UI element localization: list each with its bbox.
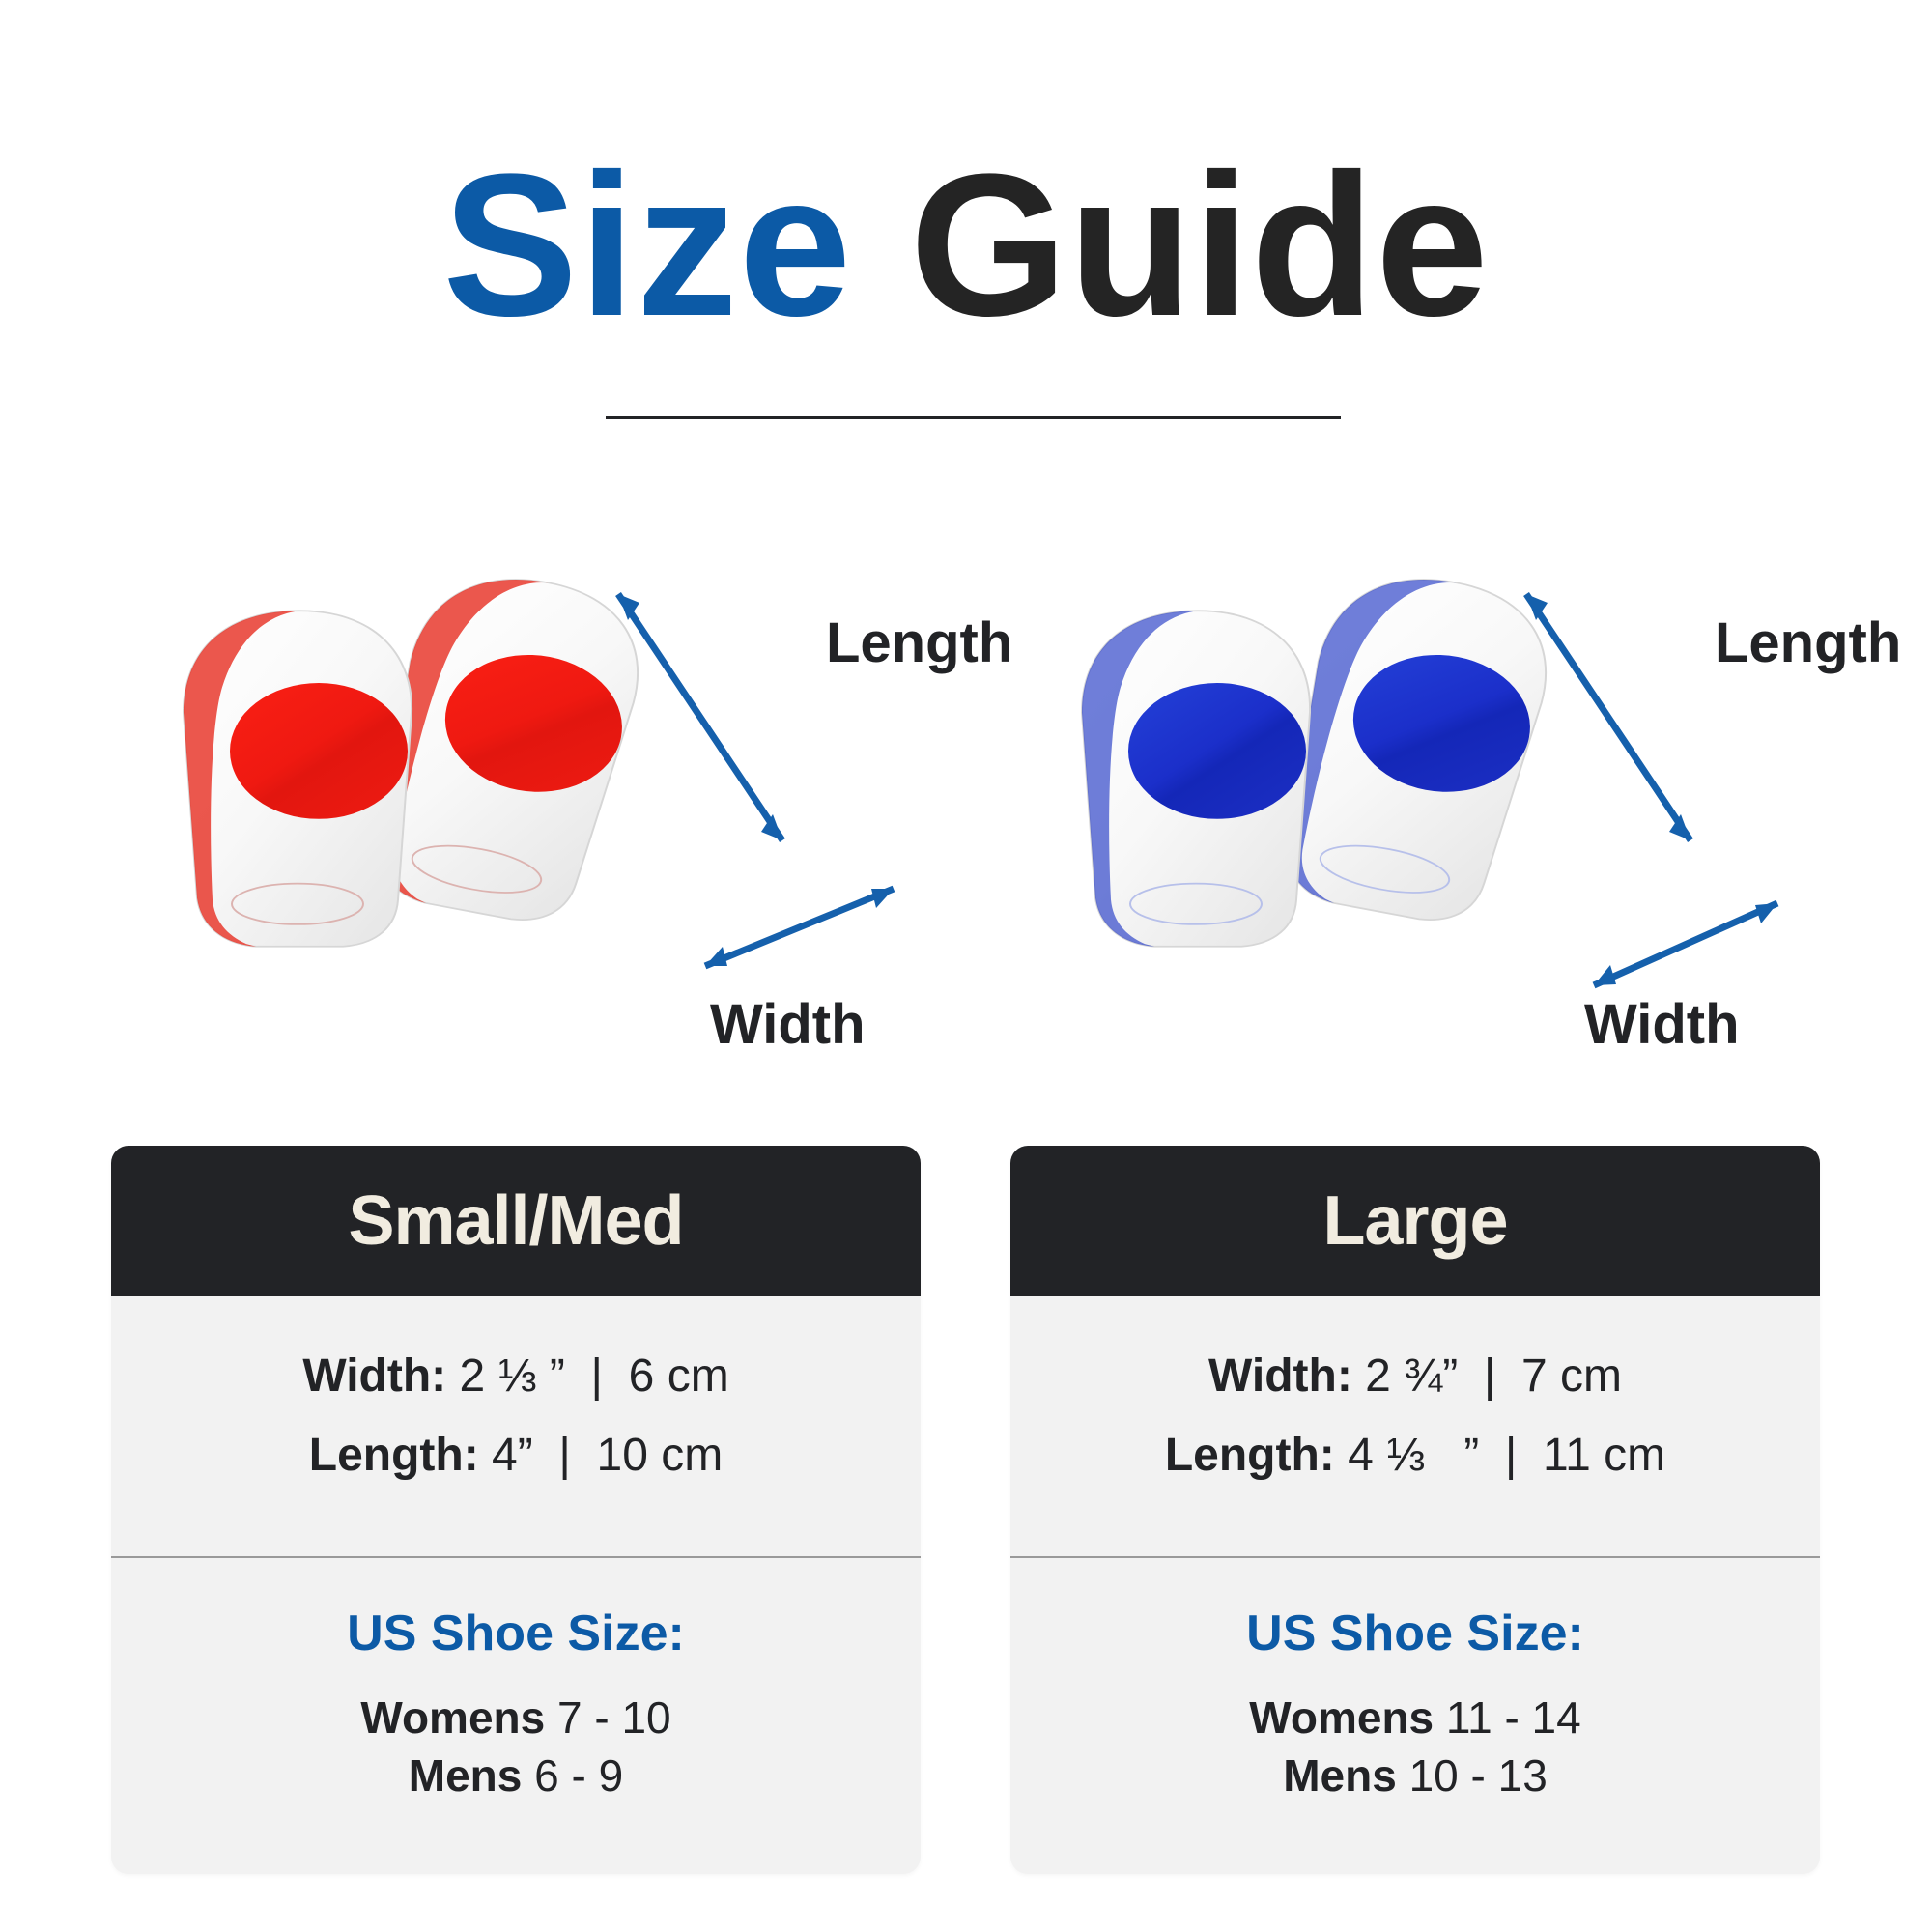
- svg-text:Width: Width: [1584, 993, 1740, 1056]
- svg-text:Width: Width: [710, 993, 866, 1056]
- svg-text:Length: Length: [1715, 611, 1901, 674]
- svg-text:Length: Length: [826, 611, 1012, 674]
